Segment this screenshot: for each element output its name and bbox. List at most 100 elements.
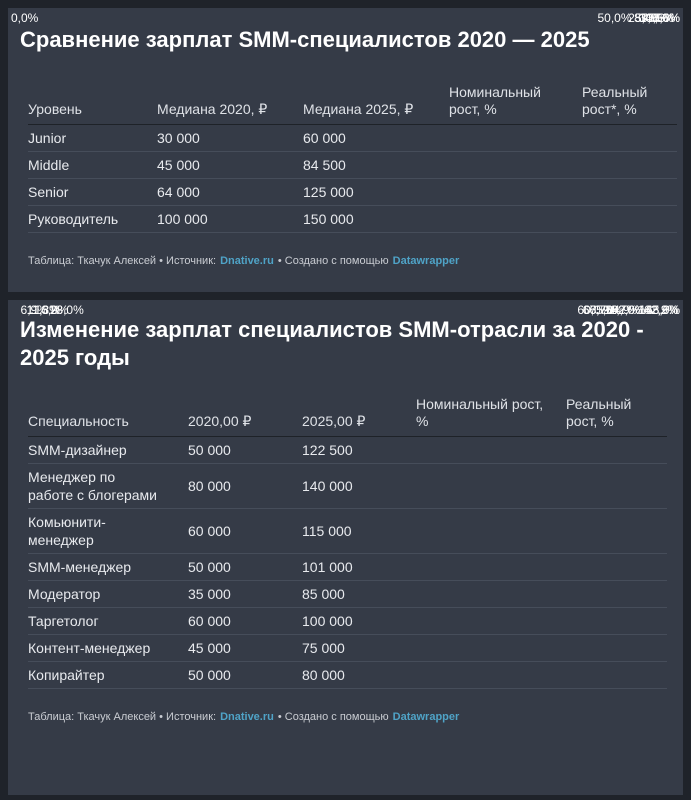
table: Уровень Медиана 2020, ₽ Медиана 2025, ₽ Ном… <box>11 11 680 233</box>
column-header: Номинальный рост, % <box>449 82 582 125</box>
row-name: SMM-дизайнер <box>28 436 188 464</box>
bar-cell: 25,4% <box>582 11 677 179</box>
column-header: Реальный рост, % <box>566 394 667 437</box>
footer-text: Таблица: Ткачук Алексей • Источник: <box>28 711 217 723</box>
cell: 80 000 <box>302 661 416 689</box>
row-name: Модератор <box>28 580 188 608</box>
row: Senior 64 000 125 000 95,3% 30,5% <box>28 11 677 206</box>
cell: 45 000 <box>157 151 303 179</box>
bar-cell: 6,9% <box>21 303 667 689</box>
row-name: SMM-менеджер <box>28 553 188 581</box>
cell: 84 500 <box>303 151 449 179</box>
bar-cell: 75,0% <box>416 303 624 509</box>
table-title: Изменение зарплат специалистов SMM-отрас… <box>20 317 644 370</box>
cell: 45 000 <box>188 634 302 662</box>
bar-cell: 50,0% <box>449 11 632 233</box>
cell: 35 000 <box>188 580 302 608</box>
row-name: Копирайтер <box>28 661 188 689</box>
bar-label: 30,5% <box>639 11 674 25</box>
thead: Специальность 2020,00 ₽2025,00 ₽ Номинальн… <box>28 394 667 437</box>
row-name: Таргетолог <box>28 607 188 635</box>
tbody: SMM-дизайнер 50 000 122 500 145,0% 63,6% Мене… <box>21 303 680 689</box>
bar-cell: 0,0% <box>11 11 677 233</box>
bar-cell: 95,3% <box>449 11 675 206</box>
bar-label: 34,9% <box>606 303 641 317</box>
row-name: Менеджер по работе с блогерами <box>28 463 188 509</box>
cell: 75 000 <box>302 634 416 662</box>
row: Middle 45 000 84 500 87,8% 25,4% <box>28 11 677 179</box>
row: Менеджер по работе с блогерами 80 000 140 … <box>28 303 667 509</box>
bar-label: 91,7% <box>602 303 637 317</box>
tool-link[interactable]: Datawrapper <box>392 711 460 723</box>
column-header: Медиана 2025, ₽ <box>303 82 449 125</box>
bar-label: 62,2% <box>644 303 679 317</box>
table-panel: Изменение зарплат специалистов SMM-отрас… <box>8 300 683 795</box>
cell: 115 000 <box>302 508 416 554</box>
source-link[interactable]: Dnative.ru <box>220 255 274 267</box>
bar-label: 100,0% <box>639 11 680 25</box>
row: Таргетолог 60 000 100 000 66,7% 11,3% <box>27 303 667 635</box>
cell: 100 000 <box>157 205 303 233</box>
column-header: Уровень <box>28 82 157 125</box>
bar-cell: 11,3% <box>27 303 667 635</box>
cell: 101 000 <box>302 553 416 581</box>
bar-label: 142,9% <box>637 303 679 317</box>
bar-label: 66,7% <box>582 303 617 317</box>
bar-cell: 60,0% <box>416 303 611 689</box>
footer-text: • Создано с помощью <box>277 255 389 267</box>
bar-cell: 11,3% <box>27 303 667 662</box>
tbody: Junior 30 000 60 000 100,0% 33,6% Middle 45 00… <box>11 11 680 233</box>
cell: 100 000 <box>302 607 416 635</box>
row-name: Контент-менеджер <box>28 634 188 662</box>
cell: 125 000 <box>303 178 449 206</box>
cell: 50 000 <box>188 553 302 581</box>
column-header: Номинальный рост, % <box>416 394 566 437</box>
bar-cell: 33,6% <box>582 11 680 152</box>
cell: 30 000 <box>157 124 303 152</box>
bar-label: 95,3% <box>641 11 676 25</box>
row: Руководитель 100 000 150 000 50,0% 0,0% <box>11 11 677 233</box>
bar-label: 66,7% <box>582 303 617 317</box>
row: Копирайтер 50 000 80 000 60,0% 6,9% <box>21 303 667 689</box>
row-name: Senior <box>28 178 157 206</box>
row: Junior 30 000 60 000 100,0% 33,6% <box>28 11 680 152</box>
footer: Таблица: Ткачук Алексей • Источник: Dnati… <box>28 711 671 723</box>
bar-cell: 142,9% <box>416 303 678 608</box>
bar-cell: 16,9% <box>34 303 667 509</box>
bar-cell: 100,0% <box>449 11 680 152</box>
footer: Таблица: Ткачук Алексей • Источник: Dnati… <box>28 255 671 267</box>
bar-label: 25,4% <box>628 11 663 25</box>
bar-cell: 63,6% <box>566 303 680 464</box>
cell: 64 000 <box>157 178 303 206</box>
header-row: Специальность 2020,00 ₽2025,00 ₽ Номинальн… <box>28 394 667 437</box>
column-header: Медиана 2020, ₽ <box>157 82 303 125</box>
bar-cell: 87,8% <box>449 11 668 179</box>
bar-label: 60,0% <box>577 303 612 317</box>
tool-link[interactable]: Datawrapper <box>392 255 460 267</box>
column-header: 2025,00 ₽ <box>302 394 416 437</box>
source-link[interactable]: Dnative.ru <box>220 711 274 723</box>
cell: 60 000 <box>188 607 302 635</box>
row: Комьюнити-менеджер 60 000 115 000 91,7% 28,0… <box>28 303 667 554</box>
cell: 150 000 <box>303 205 449 233</box>
cell: 122 500 <box>302 436 416 464</box>
cell: 60 000 <box>303 124 449 152</box>
bar-cell: 28,0% <box>50 303 667 554</box>
bar-label: 145,0% <box>639 303 680 317</box>
row-name: Middle <box>28 151 157 179</box>
cell: 50 000 <box>188 661 302 689</box>
cell: 60 000 <box>188 508 302 554</box>
table-panel: Сравнение зарплат SMM-специалистов 2020 … <box>8 8 683 292</box>
bar-cell: 62,2% <box>566 303 678 608</box>
bar-label: 102,0% <box>604 303 646 317</box>
table-title: Сравнение зарплат SMM-специалистов 2020 … <box>20 27 590 52</box>
bar-label: 33,6% <box>645 11 680 25</box>
row-name: Руководитель <box>28 205 157 233</box>
bar-cell: 66,7% <box>416 303 617 635</box>
bar-label: 11,3% <box>26 303 60 317</box>
bar-label: 11,3% <box>26 303 60 317</box>
bar-cell: 66,7% <box>416 303 617 662</box>
table: Специальность 2020,00 ₽2025,00 ₽ Номинальн… <box>21 303 680 689</box>
cell: 140 000 <box>302 463 416 509</box>
